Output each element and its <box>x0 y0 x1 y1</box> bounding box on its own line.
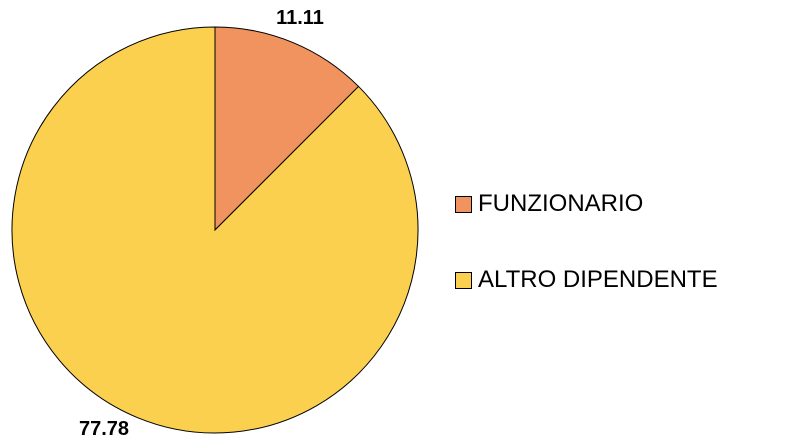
legend-swatch-funzionario <box>455 195 472 213</box>
pie-chart: 11.11 77.78 <box>11 7 419 439</box>
legend-label-funzionario: FUNZIONARIO <box>478 190 644 217</box>
legend-item-funzionario: FUNZIONARIO <box>455 186 718 222</box>
pie-slices <box>11 26 419 434</box>
pie-slice-funzionario <box>214 26 360 232</box>
pie-slice-altro-dipendente <box>11 26 419 434</box>
data-label-funzionario: 11.11 <box>276 7 324 29</box>
legend-item-altro-dipendente: ALTRO DIPENDENTE <box>455 262 718 298</box>
legend: FUNZIONARIO ALTRO DIPENDENTE <box>455 186 718 338</box>
data-label-altro-dipendente: 77.78 <box>79 418 129 439</box>
legend-swatch-altro-dipendente <box>455 271 472 289</box>
pie-data-labels: 11.11 77.78 <box>79 7 324 439</box>
legend-label-altro-dipendente: ALTRO DIPENDENTE <box>478 266 718 293</box>
